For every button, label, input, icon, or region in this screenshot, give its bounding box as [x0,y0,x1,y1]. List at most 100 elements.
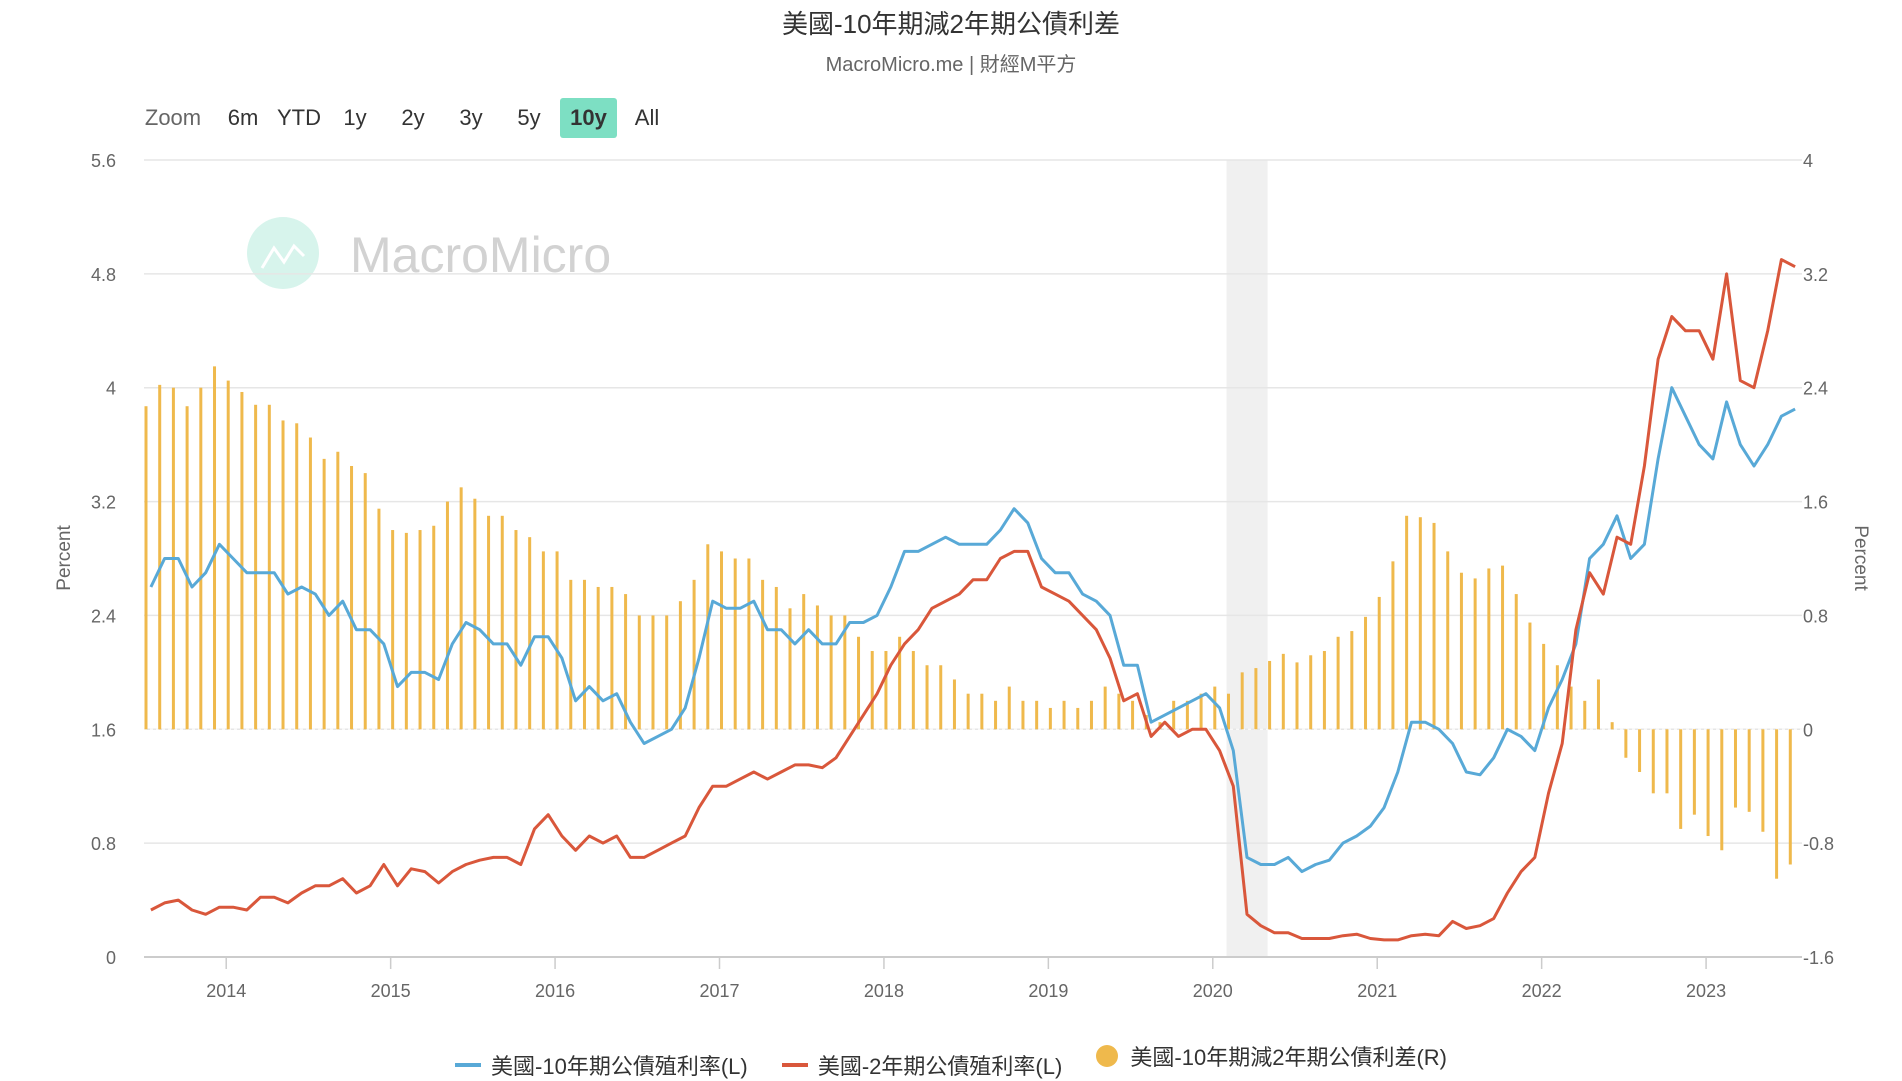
spread-bar [1199,693,1203,730]
spread-bar [1747,729,1751,812]
spread-bar [1528,622,1532,730]
spread-bar [610,586,614,730]
spread-bar [281,420,285,730]
chart-subtitle: MacroMicro.me | 財經M平方 [825,54,1077,76]
spread-bar [1501,565,1505,730]
spread-bar [569,579,573,730]
spread-bar [747,558,751,730]
zoom-button-2y[interactable]: 2y [401,105,425,130]
spread-bar [829,615,833,730]
spread-bar [692,579,696,730]
right-axis-tick: 1.6 [1803,493,1828,513]
spread-bar [1103,686,1107,730]
spread-bar [445,501,449,730]
spread-bar [199,387,203,730]
spread-bar [1487,568,1491,730]
zoom-button-10y[interactable]: 10y [560,98,617,138]
left-axis-tick: 4.8 [91,265,116,285]
spread-bar [308,437,312,730]
spread-bar [1295,662,1299,730]
zoom-button-1y[interactable]: 1y [343,105,367,130]
spread-bar [487,515,491,730]
spread-bar [1007,686,1011,730]
left-axis-label: Percent [54,525,75,591]
spread-bar [1569,686,1573,730]
spread-bar [1172,700,1176,730]
spread-bar [1638,729,1642,772]
x-axis-tick: 2015 [371,981,411,1001]
spread-bar [815,605,819,730]
zoom-button-ytd[interactable]: YTD [277,105,321,130]
spread-bar [514,530,518,730]
legend-dot-icon [1096,1045,1119,1067]
legend-item-2y[interactable]: 美國-2年期公債殖利率(L) [781,1049,1062,1081]
x-axis-tick: 2018 [864,981,904,1001]
spread-bar [377,508,381,730]
zoom-label: Zoom [144,105,202,130]
spread-bar [418,530,422,730]
spread-bar [1281,653,1285,730]
ten-year-yield-line [149,386,1796,874]
x-axis-tick: 2022 [1522,981,1562,1001]
spread-bar [884,651,888,730]
spread-bar [1185,700,1189,730]
spread-bar [1706,729,1710,837]
spread-bar [144,406,148,730]
spread-bar [994,700,998,730]
spread-bar [1364,616,1368,730]
chart-title: 美國-10年期減2年期公債利差 [781,9,1121,39]
right-axis-tick: 0 [1803,720,1813,740]
x-axis-tick: 2017 [699,981,739,1001]
x-axis-tick: 2014 [206,981,246,1001]
right-axis-tick: 4 [1803,151,1813,171]
spread-bar [1788,729,1792,865]
spread-bar [651,615,655,730]
spread-bar [1117,693,1121,730]
spread-bar [322,458,326,730]
spread-bar [185,406,189,730]
spread-bar [582,579,586,730]
spread-bar [1610,722,1614,730]
spread-bar [391,530,395,730]
spread-bar [1322,651,1326,730]
right-axis-tick: 2.4 [1803,379,1828,399]
spread-bar [1473,578,1477,730]
spread-bar [802,594,806,730]
spread-bar [1446,551,1450,730]
x-axis-tick: 2021 [1357,981,1397,1001]
spread-bar [1131,700,1135,730]
x-axis-tick: 2016 [535,981,575,1001]
watermark-logo-icon [260,243,306,269]
spread-bar [295,423,299,730]
spread-bar [1542,643,1546,730]
spread-bar [843,615,847,730]
spread-bar [733,558,737,730]
spread-bar [1720,729,1724,851]
spread-bar [788,608,792,730]
spread-bar [1240,672,1244,730]
legend-item-spread[interactable]: 美國-10年期減2年期公債利差(R) [1096,1040,1447,1072]
spread-bar [898,636,902,730]
spread-bar [665,615,669,730]
legend-label: 美國-10年期減2年期公債利差(R) [1130,1045,1447,1070]
left-axis-tick: 2.4 [91,606,116,626]
spread-bar [432,525,436,730]
spread-bar [350,465,354,730]
spread-bar [1761,729,1765,832]
spread-bar [500,515,504,730]
zoom-button-6m[interactable]: 6m [227,105,259,130]
left-axis-tick: 4 [106,379,116,399]
right-axis-tick: -0.8 [1803,834,1834,854]
spread-bar [1021,700,1025,730]
zoom-button-3y[interactable]: 3y [459,105,483,130]
left-axis-tick: 0 [106,948,116,968]
spread-bar [1651,729,1655,794]
zoom-button-all[interactable]: All [634,105,660,130]
zoom-button-5y[interactable]: 5y [517,105,541,130]
spread-bar [678,601,682,730]
spread-bar [637,615,641,730]
spread-bar [528,537,532,730]
spread-bar [1035,700,1039,730]
legend-item-10y[interactable]: 美國-10年期公債殖利率(L) [455,1049,748,1081]
spread-bar [706,544,710,730]
